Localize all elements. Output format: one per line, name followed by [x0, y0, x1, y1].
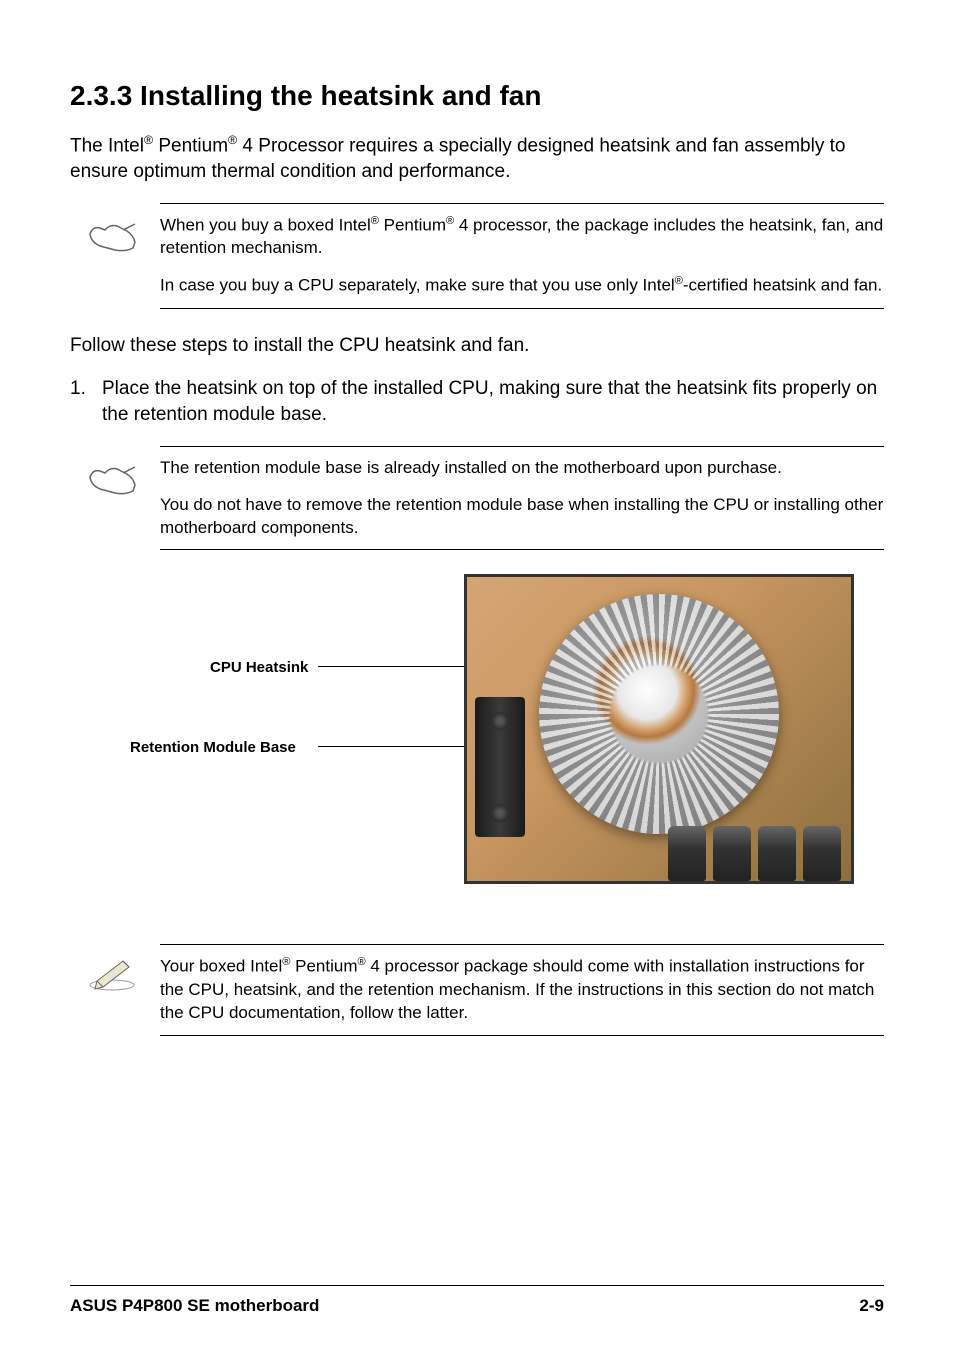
heatsink-label: CPU Heatsink	[210, 659, 308, 676]
note-paragraph: Your boxed Intel® Pentium® 4 processor p…	[160, 955, 884, 1024]
heatsink-visual	[539, 594, 779, 834]
note-paragraph: You do not have to remove the retention …	[160, 494, 884, 540]
note-paragraph: When you buy a boxed Intel® Pentium® 4 p…	[160, 214, 884, 261]
note-paragraph: In case you buy a CPU separately, make s…	[160, 274, 884, 298]
registered-mark: ®	[675, 275, 683, 287]
registered-mark: ®	[371, 215, 379, 227]
note-box: The retention module base is already ins…	[160, 446, 884, 551]
footer-page-number: 2-9	[859, 1296, 884, 1316]
step-item: 1. Place the heatsink on top of the inst…	[70, 376, 884, 427]
step-text: Place the heatsink on top of the install…	[102, 378, 877, 425]
capacitors-visual	[651, 801, 851, 881]
intro-paragraph: The Intel® Pentium® 4 Processor requires…	[70, 132, 884, 185]
note-box: When you buy a boxed Intel® Pentium® 4 p…	[160, 203, 884, 309]
retention-base-visual	[475, 697, 525, 837]
label-line	[318, 746, 483, 747]
pencil-icon	[85, 953, 140, 993]
text: Your boxed Intel	[160, 957, 282, 976]
registered-mark: ®	[228, 133, 237, 147]
step-number: 1.	[70, 376, 86, 402]
section-heading: 2.3.3 Installing the heatsink and fan	[70, 80, 884, 112]
diagram-area: CPU Heatsink Retention Module Base	[70, 574, 884, 914]
page-footer: ASUS P4P800 SE motherboard 2-9	[70, 1285, 884, 1316]
footer-left: ASUS P4P800 SE motherboard	[70, 1296, 319, 1316]
note-paragraph: The retention module base is already ins…	[160, 457, 884, 480]
registered-mark: ®	[446, 215, 454, 227]
text: In case you buy a CPU separately, make s…	[160, 276, 675, 295]
follow-steps-text: Follow these steps to install the CPU he…	[70, 333, 884, 359]
text: Pentium	[290, 957, 357, 976]
note-box: Your boxed Intel® Pentium® 4 processor p…	[160, 944, 884, 1035]
hand-note-icon	[85, 459, 140, 499]
hand-note-icon	[85, 216, 140, 256]
label-line	[318, 666, 483, 667]
heatsink-photo	[464, 574, 854, 884]
text: -certified heatsink and fan.	[683, 276, 882, 295]
text: Pentium	[153, 135, 228, 156]
registered-mark: ®	[144, 133, 153, 147]
retention-base-label: Retention Module Base	[130, 739, 296, 756]
text: Pentium	[379, 215, 446, 234]
text: When you buy a boxed Intel	[160, 215, 371, 234]
text: The Intel	[70, 135, 144, 156]
registered-mark: ®	[357, 956, 365, 968]
